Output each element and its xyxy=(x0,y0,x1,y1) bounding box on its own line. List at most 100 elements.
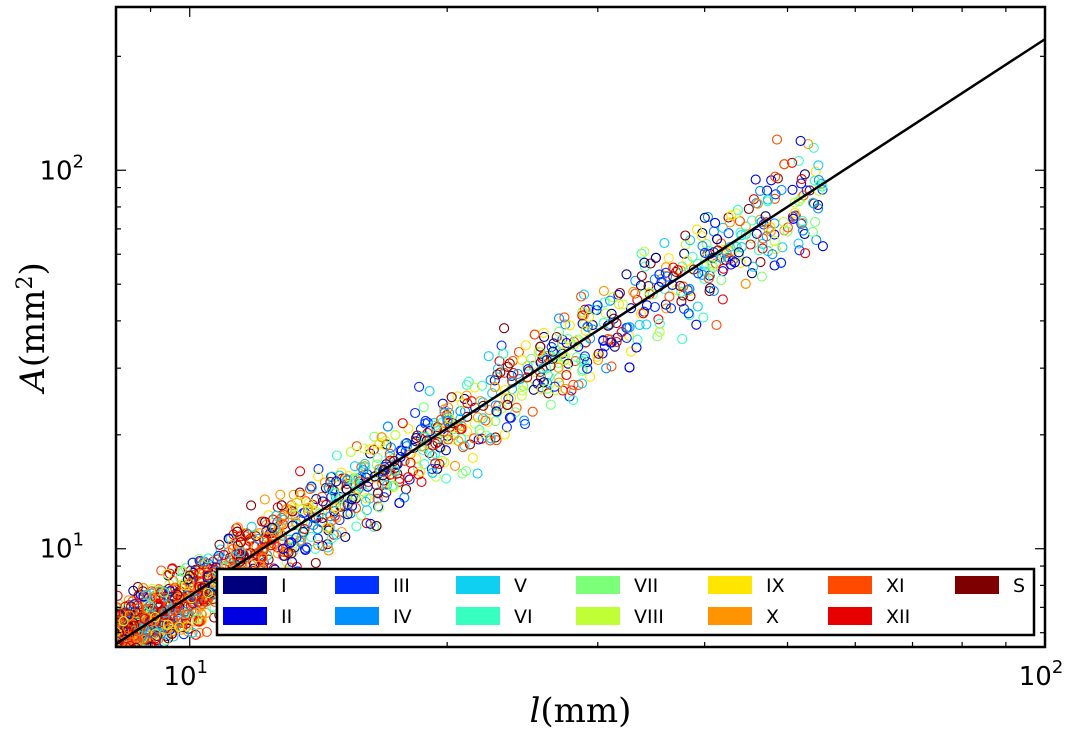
fit-line-layer xyxy=(116,38,1045,646)
scatter-point xyxy=(748,261,759,272)
scatter-point xyxy=(288,501,299,512)
scatter-point xyxy=(698,312,709,323)
scatter-point xyxy=(119,646,123,647)
scatter-point xyxy=(112,664,121,673)
scatter-point xyxy=(457,468,468,479)
scatter-point xyxy=(490,400,501,411)
scatter-point xyxy=(119,649,128,658)
scatter-point xyxy=(131,656,140,665)
scatter-point xyxy=(113,671,122,680)
scatter-point xyxy=(203,553,214,564)
scatter-point xyxy=(304,483,316,494)
scatter-point xyxy=(753,245,764,256)
scatter-point xyxy=(740,221,751,232)
scatter-point xyxy=(677,333,688,345)
scatter-point xyxy=(483,351,494,362)
scatter-point xyxy=(635,308,646,319)
scatter-point xyxy=(496,340,507,351)
scatter-point xyxy=(469,382,480,393)
scatter-point xyxy=(675,280,686,291)
scatter-point xyxy=(112,650,121,659)
scatter-point xyxy=(756,271,767,282)
scatter-point xyxy=(181,618,192,629)
scatter-point xyxy=(141,589,152,600)
scatter-point xyxy=(133,652,142,661)
scatter-point xyxy=(661,303,672,314)
scatter-point xyxy=(345,446,356,457)
scatter-point xyxy=(116,655,125,664)
scatter-point xyxy=(112,661,121,670)
legend-label: X xyxy=(766,606,779,628)
scatter-point xyxy=(124,649,133,658)
scatter-point xyxy=(542,383,553,394)
scatter-point xyxy=(746,268,758,279)
scatter-point xyxy=(472,468,483,479)
scatter-point xyxy=(528,384,539,395)
legend-swatch xyxy=(335,576,379,594)
scatter-point xyxy=(452,391,463,402)
scatter-point xyxy=(331,450,342,461)
scatter-point xyxy=(735,257,746,268)
scatter-point xyxy=(129,652,138,661)
scatter-point xyxy=(462,411,473,422)
scatter-point xyxy=(113,652,122,661)
scatter-point xyxy=(413,469,424,480)
scatter-point xyxy=(535,341,546,352)
scatter-point xyxy=(427,467,438,478)
scatter-point xyxy=(112,666,121,675)
scatter-point xyxy=(600,308,611,319)
scatter-point xyxy=(232,540,243,551)
legend-label: VIII xyxy=(634,606,664,628)
scatter-point xyxy=(254,528,265,539)
legend-swatch xyxy=(828,607,872,625)
scatter-point xyxy=(119,646,124,647)
scatter-point xyxy=(502,399,513,410)
axis-labels: 101 102 101 102 l(mm) A(mm2) xyxy=(13,151,1063,731)
scatter-point xyxy=(374,502,385,513)
scatter-point xyxy=(499,323,510,334)
scatter-point xyxy=(796,174,807,185)
scatter-point xyxy=(112,660,121,669)
scatter-point xyxy=(115,666,124,675)
scatter-point xyxy=(276,500,287,511)
scatter-point xyxy=(696,230,707,242)
scatter-point xyxy=(808,142,819,153)
scatter-point xyxy=(361,493,372,504)
scatter-point xyxy=(425,426,436,437)
scatter-point xyxy=(160,635,171,646)
scatter-point xyxy=(650,252,661,263)
scatter-point xyxy=(553,362,564,373)
scatter-point xyxy=(128,585,139,596)
scatter-point xyxy=(416,441,427,452)
scatter-point xyxy=(437,455,448,466)
scatter-point xyxy=(112,653,121,662)
scatter-point xyxy=(310,557,321,569)
scatter-point xyxy=(697,269,708,280)
scatter-point xyxy=(122,669,131,678)
scatter-point xyxy=(724,217,735,228)
scatter-point xyxy=(568,395,579,406)
scatter-point xyxy=(286,537,297,548)
scatter-point xyxy=(560,319,571,330)
scatter-point xyxy=(112,671,121,680)
scatter-point xyxy=(432,437,443,448)
scatter-point xyxy=(577,365,588,377)
scatter-point xyxy=(146,586,157,597)
scatter-point xyxy=(115,657,124,666)
legend-label: III xyxy=(393,575,410,597)
scatter-point xyxy=(751,228,762,239)
scatter-point xyxy=(576,291,587,302)
scatter-point xyxy=(403,472,414,483)
scatter-point xyxy=(545,399,556,410)
scatter-point xyxy=(680,230,691,241)
scatter-point xyxy=(813,175,824,186)
scatter-point xyxy=(276,518,287,529)
scatter-point xyxy=(641,319,652,330)
scatter-point xyxy=(372,488,383,499)
legend-swatch xyxy=(708,576,752,594)
scatter-point xyxy=(123,652,132,661)
scatter-point xyxy=(116,646,120,647)
scatter-point xyxy=(113,652,122,661)
scatter-point xyxy=(472,412,483,423)
scatter-point xyxy=(636,248,647,259)
